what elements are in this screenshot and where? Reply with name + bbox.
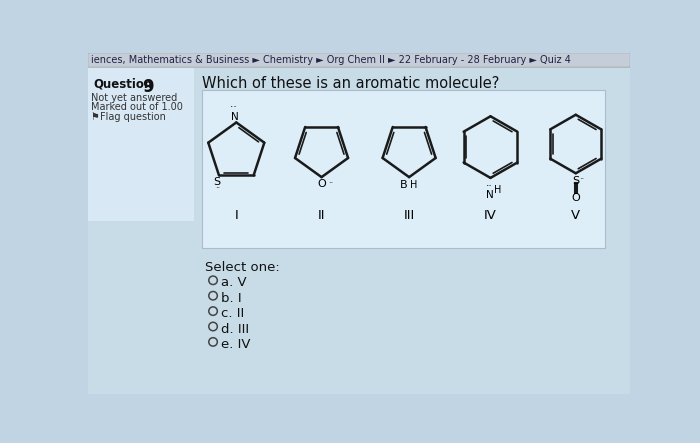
Text: S: S (572, 176, 580, 187)
Text: Select one:: Select one: (205, 261, 280, 274)
Text: Flag question: Flag question (100, 112, 166, 122)
Text: O: O (571, 193, 580, 203)
FancyBboxPatch shape (88, 67, 195, 221)
Text: III: III (403, 209, 414, 222)
Text: ⚑: ⚑ (90, 112, 99, 122)
Text: ·· 
N: ·· N (230, 102, 239, 122)
Text: b. I: b. I (220, 292, 241, 305)
Text: Marked out of 1.00: Marked out of 1.00 (90, 102, 183, 113)
Text: c. II: c. II (220, 307, 244, 320)
Text: iences, Mathematics & Business ► Chemistry ► Org Chem II ► 22 February - 28 Febr: iences, Mathematics & Business ► Chemist… (90, 55, 570, 65)
Text: ··: ·· (328, 179, 333, 188)
Text: Which of these is an aromatic molecule?: Which of these is an aromatic molecule? (202, 76, 500, 91)
Text: a. V: a. V (220, 276, 246, 289)
Text: 9: 9 (141, 78, 153, 96)
Text: H: H (410, 180, 417, 190)
Text: IV: IV (484, 209, 497, 222)
FancyBboxPatch shape (88, 67, 630, 394)
Text: ··: ·· (579, 175, 584, 185)
Text: H: H (494, 185, 502, 195)
FancyBboxPatch shape (202, 90, 606, 248)
Text: II: II (318, 209, 326, 222)
Text: V: V (571, 209, 580, 222)
Text: Question: Question (94, 78, 153, 91)
Text: ··
N: ·· N (486, 181, 493, 200)
Text: O: O (317, 179, 326, 190)
Text: I: I (234, 209, 238, 222)
Text: S: S (213, 177, 220, 187)
Text: Not yet answered: Not yet answered (90, 93, 177, 103)
Text: ··: ·· (216, 184, 220, 193)
Text: e. IV: e. IV (220, 338, 251, 351)
Text: B: B (400, 180, 407, 190)
FancyBboxPatch shape (88, 53, 630, 67)
Text: d. III: d. III (220, 323, 249, 336)
